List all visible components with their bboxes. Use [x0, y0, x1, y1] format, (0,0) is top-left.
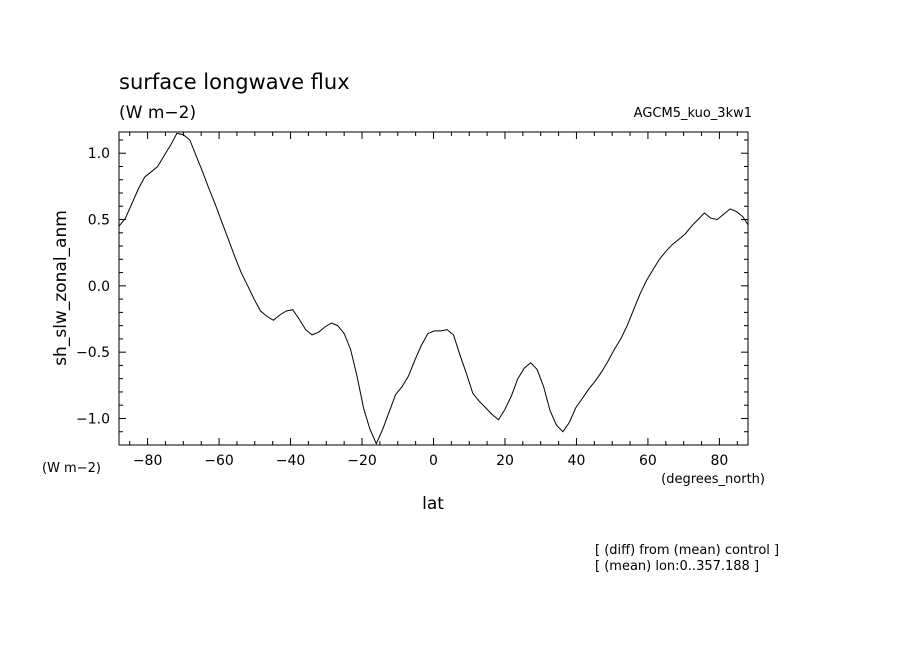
- x-units-label: (degrees_north): [661, 472, 765, 487]
- x-tick-label: −20: [347, 453, 377, 469]
- x-tick-label: 20: [496, 453, 514, 469]
- x-tick-label: −40: [276, 453, 306, 469]
- x-axis-label: lat: [422, 494, 444, 514]
- y-tick-label: −0.5: [76, 345, 110, 361]
- note-diff: [ (diff) from (mean) control ]: [595, 543, 779, 558]
- y-tick-label: 0.0: [88, 279, 110, 295]
- y-tick-label: 0.5: [88, 213, 110, 229]
- x-tick-label: −80: [133, 453, 163, 469]
- plot-frame: [118, 131, 749, 446]
- y-axis: 1.0 0.5 0.0 −0.5 −1.0: [76, 139, 748, 433]
- plot-area: [118, 131, 749, 446]
- x-tick-label: 40: [568, 453, 586, 469]
- y-tick-label: −1.0: [76, 411, 110, 427]
- x-tick-label: 60: [639, 453, 657, 469]
- x-tick-label: −60: [204, 453, 234, 469]
- y-axis-label: sh_slw_zonal_anm: [51, 210, 71, 366]
- x-tick-label: 80: [710, 453, 728, 469]
- run-label: AGCM5_kuo_3kw1: [634, 106, 752, 121]
- y-units-label: (W m−2): [42, 461, 101, 476]
- y-tick-label: 1.0: [88, 146, 110, 162]
- note-mean: [ (mean) lon:0..357.188 ]: [595, 559, 759, 574]
- series-line: [118, 132, 749, 445]
- x-tick-label: 0: [429, 453, 438, 469]
- chart-title: surface longwave flux: [119, 70, 350, 94]
- x-axis: −80 −60 −40 −20 0 20 40 60 80: [129, 132, 738, 469]
- units-label: (W m−2): [119, 103, 196, 123]
